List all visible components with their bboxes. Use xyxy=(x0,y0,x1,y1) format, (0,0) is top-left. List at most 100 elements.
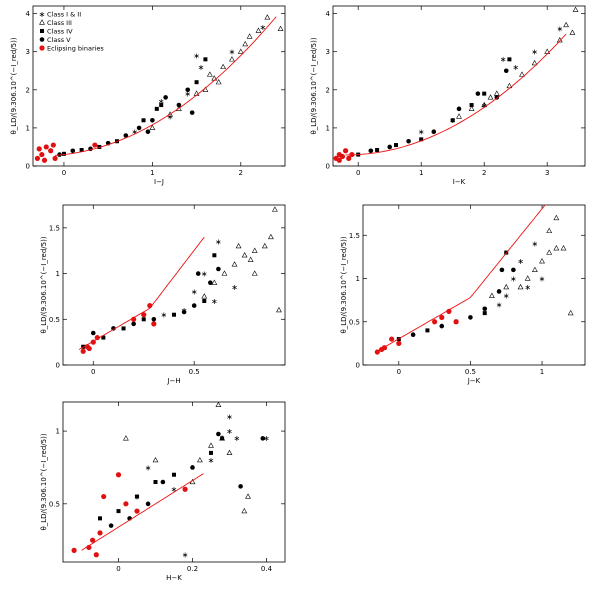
legend-marker-star: ∗ xyxy=(39,10,46,19)
y-tick-label: 3 xyxy=(326,48,330,56)
y-tick-label: 0.5 xyxy=(49,316,60,324)
data-point-circle xyxy=(368,148,374,154)
plot-frame xyxy=(362,204,586,366)
data-point-circle xyxy=(189,110,195,115)
data-point-red-circle xyxy=(389,336,395,342)
x-axis-label: I−J xyxy=(154,178,164,186)
data-point-triangle xyxy=(456,113,462,119)
data-point-circle xyxy=(151,316,157,322)
data-point-circle xyxy=(503,68,509,74)
x-tick-label: 0 xyxy=(62,169,66,177)
chart-panel-2: 0 1 2 3 0 1 2 3 4 I−K θ_LD/(9.306.10^(−I_red/5)) ∗ ∗… xyxy=(310,5,586,186)
data-point-square xyxy=(212,253,217,258)
data-point-square xyxy=(209,450,213,455)
data-point-square xyxy=(79,148,84,152)
data-layer: ∗∗∗∗∗∗∗ xyxy=(374,205,574,355)
data-point-triangle xyxy=(196,456,203,463)
data-point-triangle xyxy=(272,206,278,212)
data-point-triangle xyxy=(152,456,159,463)
data-point-circle xyxy=(191,303,197,308)
x-tick-label: 0 xyxy=(116,565,120,573)
data-point-triangle xyxy=(553,245,560,251)
data-point-circle xyxy=(216,266,221,272)
data-layer: ∗∗∗∗∗∗∗∗∗ xyxy=(71,402,270,560)
data-point-red-circle xyxy=(343,148,349,154)
data-point-triangle xyxy=(503,283,510,290)
data-point-triangle xyxy=(560,245,567,251)
data-point-red-circle xyxy=(131,316,137,322)
data-point-square xyxy=(159,103,164,108)
data-point-triangle xyxy=(563,21,570,28)
data-point-square xyxy=(98,516,102,521)
y-tick-label: 0.5 xyxy=(349,318,360,326)
data-point-circle xyxy=(482,306,488,312)
data-point-red-circle xyxy=(39,151,45,158)
data-point-circle xyxy=(496,289,502,294)
y-tick-label: 4 xyxy=(326,10,331,18)
x-tick-label: 0.4 xyxy=(261,565,273,573)
data-point-circle xyxy=(387,144,393,150)
y-tick-label: 1 xyxy=(326,124,330,132)
data-point-triangle xyxy=(149,124,156,131)
data-point-square xyxy=(220,436,225,441)
y-tick-label: 1 xyxy=(356,275,360,283)
data-point-red-circle xyxy=(90,537,96,543)
data-point-square xyxy=(101,335,106,340)
data-point-square xyxy=(469,103,474,108)
data-point-square xyxy=(121,326,126,331)
data-point-star: ∗ xyxy=(234,434,241,443)
data-point-triangle xyxy=(247,256,254,262)
y-axis-label: θ_LD/(9.306.10^(−I_red/5)) xyxy=(340,236,348,333)
x-tick-label: 1 xyxy=(540,368,544,376)
data-layer: ∗∗∗∗∗∗∗∗ xyxy=(34,14,284,163)
data-point-star: ∗ xyxy=(512,63,519,72)
y-axis-label: θ_LD/(9.306.10^(−I_red/5)) xyxy=(10,37,18,134)
x-tick-label: 0 xyxy=(356,169,360,177)
data-point-triangle xyxy=(531,59,538,66)
data-point-red-circle xyxy=(71,547,77,553)
legend-label: Class III xyxy=(47,19,72,27)
data-point-circle xyxy=(468,315,473,320)
data-point-circle xyxy=(410,332,416,338)
data-point-star: ∗ xyxy=(532,240,539,249)
y-tick-label: 4 xyxy=(26,10,31,18)
data-point-triangle xyxy=(569,29,576,35)
data-point-triangle xyxy=(226,449,233,456)
data-point-triangle xyxy=(468,105,475,111)
data-point-circle xyxy=(208,280,213,286)
data-point-red-circle xyxy=(86,345,92,352)
chart-panel-3: 0 0.5 0 0.5 1 1.5 J−H θ_LD/(9.306.10^(−I_red/5)… xyxy=(40,204,286,385)
data-point-square xyxy=(482,311,487,316)
data-point-triangle xyxy=(221,270,228,276)
y-tick-label: 0 xyxy=(356,362,360,370)
data-point-square xyxy=(135,494,139,499)
x-axis-label: J−K xyxy=(467,377,481,385)
y-tick-label: 1 xyxy=(56,270,60,278)
data-point-star: ∗ xyxy=(496,300,503,309)
data-point-triangle xyxy=(261,242,268,249)
data-point-circle xyxy=(145,129,151,135)
y-tick-label: 0 xyxy=(326,163,330,171)
y-tick-label: 3 xyxy=(26,48,30,56)
data-point-triangle xyxy=(237,48,244,54)
data-point-red-circle xyxy=(97,530,103,536)
data-point-red-circle xyxy=(93,552,99,558)
data-point-star: ∗ xyxy=(263,434,270,443)
data-point-red-circle xyxy=(346,155,352,161)
data-point-triangle xyxy=(524,275,531,281)
data-point-square xyxy=(450,118,455,123)
data-point-star: ∗ xyxy=(131,128,138,137)
x-tick-label: 3 xyxy=(545,169,549,177)
data-point-square xyxy=(194,80,199,85)
data-point-square xyxy=(419,137,424,142)
x-tick-label: 2 xyxy=(239,169,243,177)
data-point-red-circle xyxy=(453,319,459,325)
x-axis-label: H−K xyxy=(166,574,182,582)
data-point-square xyxy=(482,91,487,96)
x-tick-label: 0.2 xyxy=(187,565,198,573)
data-point-red-circle xyxy=(446,308,452,314)
data-point-triangle xyxy=(264,14,271,20)
data-point-triangle xyxy=(506,82,513,89)
